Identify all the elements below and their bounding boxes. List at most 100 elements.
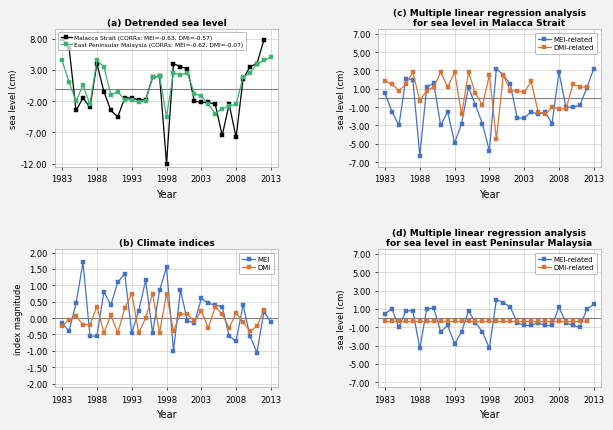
Malacca Strait (CORRs: MEI=-0.63, DMI=-0.57): (2.01e+03, 3.5): MEI=-0.63, DMI=-0.57): (2.01e+03, 3.5)	[246, 65, 254, 70]
MEI-related	[381, 311, 389, 316]
East Peninsular Malaysia (CORRs: MEI=-0.62, DMI=-0.07): (1.98e+03, 4.5): MEI=-0.62, DMI=-0.07): (1.98e+03, 4.5)	[58, 59, 66, 64]
DMI-related	[388, 319, 395, 324]
DMI-related	[541, 113, 549, 118]
DMI	[72, 314, 80, 319]
MEI	[86, 334, 94, 339]
DMI-related	[583, 319, 590, 324]
Legend: MEI, DMI: MEI, DMI	[239, 253, 275, 274]
Title: (c) Multiple linear regression analysis
for sea level in Malacca Strait: (c) Multiple linear regression analysis …	[393, 9, 586, 28]
Title: (b) Climate indices: (b) Climate indices	[119, 239, 215, 248]
Line: DMI-related: DMI-related	[383, 319, 588, 323]
DMI-related	[576, 85, 584, 90]
DMI-related	[388, 83, 395, 88]
MEI-related	[555, 305, 563, 310]
DMI-related	[527, 319, 535, 324]
DMI-related	[514, 319, 521, 324]
MEI-related	[395, 325, 403, 330]
East Peninsular Malaysia (CORRs: MEI=-0.62, DMI=-0.07): (1.99e+03, -0.5): MEI=-0.62, DMI=-0.07): (1.99e+03, -0.5)	[114, 90, 121, 95]
East Peninsular Malaysia (CORRs: MEI=-0.62, DMI=-0.07): (2.01e+03, 4.5): MEI=-0.62, DMI=-0.07): (2.01e+03, 4.5)	[261, 59, 268, 64]
East Peninsular Malaysia (CORRs: MEI=-0.62, DMI=-0.07): (2e+03, -2.5): MEI=-0.62, DMI=-0.07): (2e+03, -2.5)	[205, 102, 212, 108]
DMI-related	[472, 92, 479, 97]
DMI-related	[395, 319, 403, 324]
East Peninsular Malaysia (CORRs: MEI=-0.62, DMI=-0.07): (1.99e+03, -2.5): MEI=-0.62, DMI=-0.07): (1.99e+03, -2.5)	[86, 102, 94, 108]
Malacca Strait (CORRs: MEI=-0.63, DMI=-0.57): (2e+03, 3.2): MEI=-0.63, DMI=-0.57): (2e+03, 3.2)	[184, 67, 191, 72]
MEI-related	[485, 346, 493, 351]
MEI-related	[527, 110, 535, 115]
DMI-related	[402, 83, 409, 88]
Malacca Strait (CORRs: MEI=-0.63, DMI=-0.57): (1.99e+03, -1.5): MEI=-0.63, DMI=-0.57): (1.99e+03, -1.5)	[121, 96, 129, 101]
DMI-related	[506, 319, 514, 324]
East Peninsular Malaysia (CORRs: MEI=-0.62, DMI=-0.07): (2.01e+03, -3.2): MEI=-0.62, DMI=-0.07): (2.01e+03, -3.2)	[218, 107, 226, 112]
MEI	[197, 296, 205, 301]
DMI-related	[437, 319, 444, 324]
Legend: Malacca Strait (CORRs: MEI=-0.63, DMI=-0.57), East Peninsular Malaysia (CORRs: M: Malacca Strait (CORRs: MEI=-0.63, DMI=-0…	[58, 33, 246, 51]
Malacca Strait (CORRs: MEI=-0.63, DMI=-0.57): (2e+03, -1.8): MEI=-0.63, DMI=-0.57): (2e+03, -1.8)	[142, 98, 150, 103]
DMI-related	[444, 85, 451, 90]
MEI-related	[576, 325, 584, 330]
MEI	[100, 290, 107, 295]
East Peninsular Malaysia (CORRs: MEI=-0.62, DMI=-0.07): (2.01e+03, -2.8): MEI=-0.62, DMI=-0.07): (2.01e+03, -2.8)	[226, 104, 233, 109]
MEI-related	[541, 110, 549, 115]
Line: DMI: DMI	[60, 292, 266, 335]
DMI	[261, 307, 268, 313]
MEI	[149, 331, 156, 336]
MEI-related	[520, 323, 528, 328]
MEI-related	[472, 104, 479, 109]
DMI-related	[472, 319, 479, 324]
DMI-related	[465, 71, 472, 76]
X-axis label: Year: Year	[156, 409, 177, 419]
Malacca Strait (CORRs: MEI=-0.63, DMI=-0.57): (2e+03, 3.5): MEI=-0.63, DMI=-0.57): (2e+03, 3.5)	[177, 65, 184, 70]
East Peninsular Malaysia (CORRs: MEI=-0.62, DMI=-0.07): (2.01e+03, 5): MEI=-0.62, DMI=-0.07): (2.01e+03, 5)	[267, 55, 275, 61]
Legend: MEI-related, DMI-related: MEI-related, DMI-related	[535, 253, 597, 274]
MEI-related	[437, 329, 444, 335]
DMI-related	[569, 83, 577, 88]
DMI	[107, 313, 115, 318]
DMI-related	[555, 107, 563, 112]
DMI-related	[458, 113, 465, 118]
MEI-related	[458, 329, 465, 335]
MEI-related	[493, 67, 500, 72]
DMI	[142, 316, 150, 321]
MEI-related	[520, 116, 528, 121]
MEI-related	[451, 141, 459, 146]
MEI	[66, 329, 73, 334]
X-axis label: Year: Year	[156, 190, 177, 200]
East Peninsular Malaysia (CORRs: MEI=-0.62, DMI=-0.07): (2.01e+03, -2.5): MEI=-0.62, DMI=-0.07): (2.01e+03, -2.5)	[232, 102, 240, 108]
MEI	[261, 309, 268, 314]
DMI-related	[541, 319, 549, 324]
MEI-related	[388, 307, 395, 312]
MEI-related	[444, 110, 451, 115]
DMI	[86, 322, 94, 328]
DMI-related	[500, 73, 507, 78]
MEI	[107, 303, 115, 308]
MEI-related	[430, 82, 438, 87]
DMI-related	[465, 319, 472, 324]
MEI-related	[555, 71, 563, 76]
Malacca Strait (CORRs: MEI=-0.63, DMI=-0.57): (1.98e+03, -3.5): MEI=-0.63, DMI=-0.57): (1.98e+03, -3.5)	[72, 109, 80, 114]
MEI	[72, 301, 80, 306]
MEI-related	[485, 149, 493, 154]
East Peninsular Malaysia (CORRs: MEI=-0.62, DMI=-0.07): (2.01e+03, 2.5): MEI=-0.62, DMI=-0.07): (2.01e+03, 2.5)	[246, 71, 254, 77]
DMI-related	[535, 110, 542, 115]
MEI	[211, 303, 219, 308]
MEI-related	[416, 154, 424, 159]
DMI-related	[451, 319, 459, 324]
MEI	[156, 288, 163, 293]
MEI-related	[590, 302, 598, 307]
East Peninsular Malaysia (CORRs: MEI=-0.62, DMI=-0.07): (1.99e+03, 0.5): MEI=-0.62, DMI=-0.07): (1.99e+03, 0.5)	[79, 84, 86, 89]
DMI	[240, 320, 247, 325]
Malacca Strait (CORRs: MEI=-0.63, DMI=-0.57): (1.99e+03, -3.5): MEI=-0.63, DMI=-0.57): (1.99e+03, -3.5)	[107, 109, 115, 114]
DMI-related	[562, 107, 569, 112]
DMI-related	[416, 319, 424, 324]
MEI-related	[395, 123, 403, 129]
DMI	[79, 322, 86, 328]
DMI-related	[535, 319, 542, 324]
East Peninsular Malaysia (CORRs: MEI=-0.62, DMI=-0.07): (1.98e+03, -2): MEI=-0.62, DMI=-0.07): (1.98e+03, -2)	[72, 99, 80, 104]
East Peninsular Malaysia (CORRs: MEI=-0.62, DMI=-0.07): (2e+03, -2): MEI=-0.62, DMI=-0.07): (2e+03, -2)	[142, 99, 150, 104]
DMI-related	[555, 319, 563, 324]
Malacca Strait (CORRs: MEI=-0.63, DMI=-0.57): (1.99e+03, 4): MEI=-0.63, DMI=-0.57): (1.99e+03, 4)	[93, 62, 101, 67]
DMI-related	[430, 85, 438, 90]
MEI-related	[514, 320, 521, 326]
MEI-related	[535, 113, 542, 118]
MEI	[163, 265, 170, 270]
